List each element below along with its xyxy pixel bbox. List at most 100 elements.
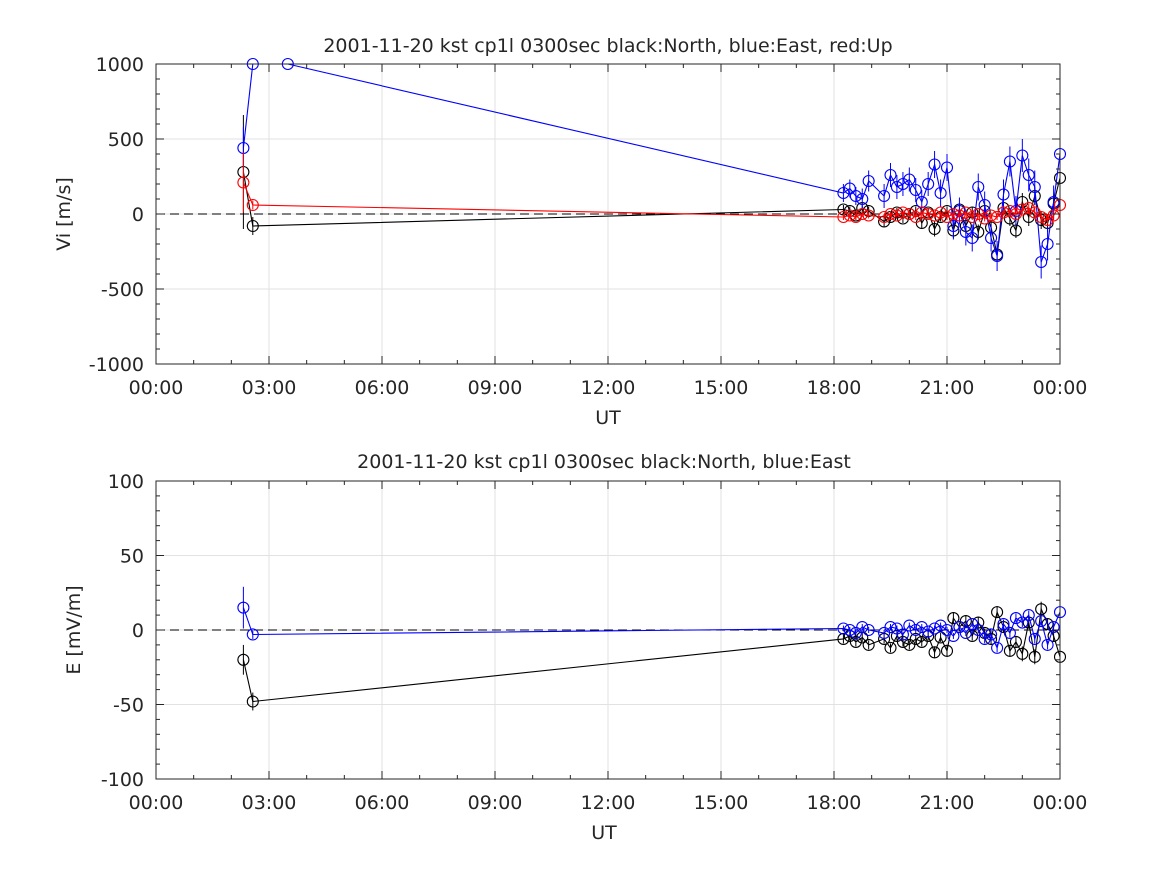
velocity-series-1-point bbox=[928, 158, 941, 171]
velocity-panel: 00:00 03:00 06:00 09:00 12:00 15:00 18:00 21:00… bbox=[53, 35, 1087, 429]
electric-field-series-1-point bbox=[1009, 612, 1022, 625]
velocity-series-2-point bbox=[915, 206, 928, 219]
velocity-series-1-point bbox=[991, 249, 1004, 263]
electric-field-series-1-point bbox=[884, 620, 897, 634]
electric-field-series-0-point bbox=[909, 632, 922, 645]
velocity-series-1-point bbox=[1041, 237, 1054, 251]
velocity-series-2-point bbox=[1022, 201, 1035, 215]
velocity-series-2-point bbox=[1035, 210, 1048, 224]
velocity-x-tick-label: 03:00 bbox=[242, 377, 297, 399]
electric-field-y-tick-label: -100 bbox=[101, 769, 144, 791]
electric-field-series-1-point bbox=[997, 617, 1010, 631]
velocity-x-tick-label: 15:00 bbox=[694, 377, 749, 399]
velocity-y-label: Vi [m/s] bbox=[53, 177, 75, 251]
velocity-x-tick-label: 00:00 bbox=[129, 377, 184, 399]
velocity-series-0-point bbox=[246, 219, 259, 233]
velocity-y-tick-label: 1000 bbox=[96, 54, 144, 76]
velocity-series-0-point bbox=[928, 222, 941, 236]
electric-field-series-1-point bbox=[928, 622, 941, 635]
electric-field-series-1-point bbox=[947, 629, 960, 643]
velocity-series-1-point bbox=[896, 177, 909, 191]
electric-field-series-1-point bbox=[1022, 609, 1035, 622]
velocity-x-tick-label: 09:00 bbox=[468, 377, 523, 399]
velocity-series-1-point bbox=[972, 180, 985, 194]
electric-field-series-0-point bbox=[1003, 644, 1016, 657]
electric-field-series-1-point bbox=[1041, 638, 1054, 651]
electric-field-series-1-point bbox=[903, 619, 916, 632]
velocity-series-group bbox=[237, 57, 1067, 279]
electric-field-series-group bbox=[237, 586, 1067, 711]
velocity-series-2 bbox=[237, 152, 1067, 227]
electric-field-series-0-point bbox=[928, 646, 941, 659]
electric-field-y-tick-label: 50 bbox=[120, 546, 144, 568]
velocity-series-1-point bbox=[947, 219, 960, 233]
electric-field-series-0-point bbox=[1016, 647, 1029, 660]
electric-field-series-1-point bbox=[856, 620, 869, 634]
velocity-series-2-point bbox=[849, 210, 862, 224]
velocity-x-label: UT bbox=[595, 407, 621, 429]
velocity-series-2-point bbox=[246, 198, 259, 212]
velocity-x-tick-label: 00:00 bbox=[1033, 377, 1088, 399]
velocity-series-1-point bbox=[878, 189, 891, 203]
electric-field-series-1-point bbox=[1047, 620, 1060, 634]
velocity-series-2-point bbox=[903, 207, 916, 221]
velocity-series-1-point bbox=[849, 189, 862, 203]
velocity-series-2-point bbox=[837, 210, 850, 224]
velocity-y-tick-label: 500 bbox=[108, 129, 144, 151]
velocity-series-1-point bbox=[1047, 195, 1060, 209]
electric-field-series-1-point bbox=[843, 623, 856, 637]
velocity-y-tick-label: -500 bbox=[101, 279, 144, 301]
velocity-x-tick-label: 21:00 bbox=[920, 377, 975, 399]
velocity-series-2-point bbox=[953, 209, 966, 222]
velocity-series-2-point bbox=[1041, 213, 1054, 227]
electric-field-title: 2001-11-20 kst cp1l 0300sec black:North,… bbox=[357, 451, 851, 473]
velocity-series-2-point bbox=[947, 207, 960, 221]
electric-field-series-1-point bbox=[934, 619, 947, 632]
velocity-series-1-point bbox=[884, 168, 897, 182]
electric-field-series-1-point bbox=[915, 620, 928, 634]
electric-field-series-1-point bbox=[959, 626, 972, 640]
electric-field-x-tick-label: 09:00 bbox=[468, 792, 523, 814]
electric-field-series-1-point bbox=[862, 623, 875, 637]
velocity-series-2-point bbox=[896, 206, 909, 219]
velocity-series-1-point bbox=[1028, 180, 1041, 194]
velocity-series-2-point bbox=[1047, 209, 1060, 222]
electric-field-y-tick-label: -50 bbox=[113, 695, 144, 717]
velocity-series-1-point bbox=[1035, 255, 1048, 269]
electric-field-series-1-point bbox=[985, 628, 998, 641]
electric-field-series-1-point bbox=[909, 623, 922, 637]
velocity-series-1-point bbox=[856, 192, 869, 206]
velocity-x-tick-label: 06:00 bbox=[355, 377, 410, 399]
velocity-series-2-point bbox=[1028, 206, 1041, 219]
velocity-series-2-point bbox=[997, 206, 1010, 219]
electric-field-y-label: E [mV/m] bbox=[63, 585, 85, 674]
electric-field-x-tick-label: 12:00 bbox=[581, 792, 636, 814]
electric-field-x-label: UT bbox=[591, 822, 617, 844]
electric-field-series-1-point bbox=[1035, 615, 1048, 628]
velocity-series-1-point bbox=[1022, 168, 1035, 182]
velocity-series-2-point bbox=[966, 210, 979, 224]
electric-field-series-0-point bbox=[856, 631, 869, 644]
velocity-title: 2001-11-20 kst cp1l 0300sec black:North,… bbox=[323, 35, 892, 57]
velocity-series-1-point bbox=[978, 198, 991, 212]
electric-field-series-1-point bbox=[1003, 626, 1016, 640]
velocity-series-2-point bbox=[862, 209, 875, 222]
electric-field-series-1-point bbox=[837, 622, 850, 635]
electric-field-series-0-point bbox=[837, 632, 850, 645]
velocity-series-2-point bbox=[928, 209, 941, 222]
velocity-series-2-point bbox=[878, 210, 891, 224]
velocity-series-1-point bbox=[934, 186, 947, 200]
velocity-series-1-point bbox=[959, 225, 972, 239]
electric-field-series-1-point bbox=[978, 632, 991, 645]
electric-field-series-0-point bbox=[849, 635, 862, 648]
electric-field-series-0-point bbox=[934, 631, 947, 644]
electric-field-x-tick-label: 00:00 bbox=[1033, 792, 1088, 814]
velocity-series-1-point bbox=[922, 177, 935, 191]
electric-field-series-0-point bbox=[862, 638, 875, 651]
velocity-series-2-point bbox=[959, 206, 972, 219]
electric-field-series-0-point bbox=[1035, 603, 1048, 616]
electric-field-series-1 bbox=[237, 586, 1067, 654]
velocity-series-2-point bbox=[940, 210, 954, 224]
velocity-series-2-point bbox=[856, 207, 869, 221]
